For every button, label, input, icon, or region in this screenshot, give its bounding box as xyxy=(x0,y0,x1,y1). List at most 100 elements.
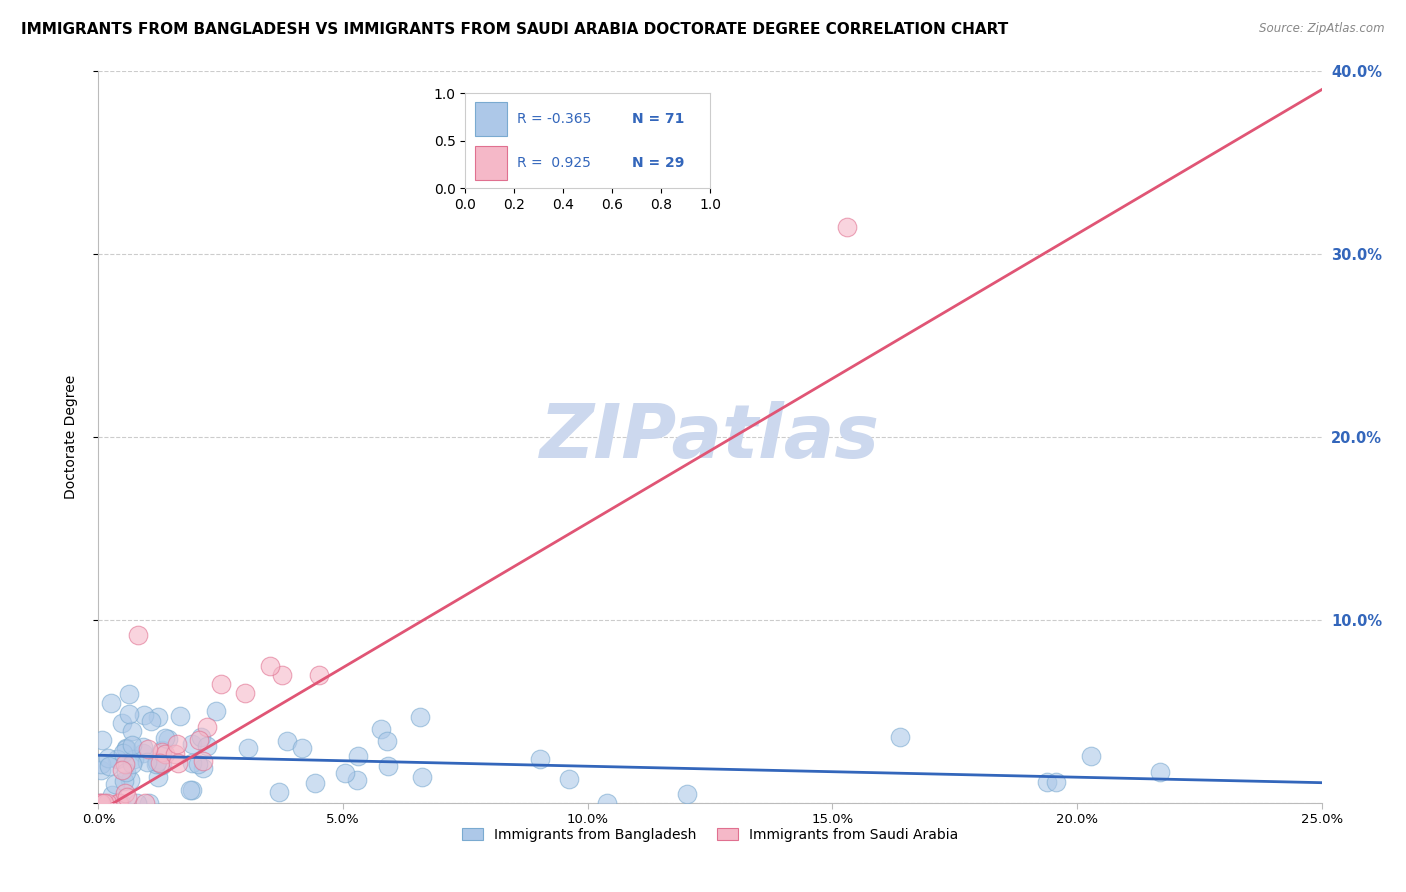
Point xyxy=(127,627,149,641)
Point xyxy=(93,796,115,810)
Point xyxy=(114,741,136,756)
Point xyxy=(135,755,157,769)
Point xyxy=(97,759,120,773)
Point xyxy=(152,745,174,759)
Point xyxy=(132,740,155,755)
Point xyxy=(125,796,148,810)
Point xyxy=(111,763,134,777)
Legend: Immigrants from Bangladesh, Immigrants from Saudi Arabia: Immigrants from Bangladesh, Immigrants f… xyxy=(457,822,963,847)
Point xyxy=(195,739,218,754)
Point xyxy=(153,731,176,746)
Point xyxy=(89,796,111,810)
Point xyxy=(195,720,218,734)
Point xyxy=(100,696,122,710)
Point xyxy=(90,732,112,747)
Point xyxy=(166,737,188,751)
Point xyxy=(157,731,180,746)
Point xyxy=(112,774,135,789)
Point xyxy=(233,686,256,700)
Point xyxy=(112,746,135,760)
Point xyxy=(149,756,172,771)
Point xyxy=(304,776,326,790)
Point xyxy=(146,756,169,770)
Point xyxy=(146,770,169,784)
Point xyxy=(132,708,155,723)
Point xyxy=(132,747,155,761)
Point xyxy=(529,752,551,766)
Point xyxy=(333,766,356,780)
Point xyxy=(138,796,160,810)
Y-axis label: Doctorate Degree: Doctorate Degree xyxy=(63,375,77,500)
Point xyxy=(152,758,174,772)
Point xyxy=(188,733,211,747)
Point xyxy=(100,788,122,802)
Point xyxy=(271,668,294,682)
Point xyxy=(141,714,163,728)
Point xyxy=(204,704,226,718)
Point xyxy=(193,761,215,775)
Point xyxy=(121,757,143,772)
Point xyxy=(114,786,136,800)
Point xyxy=(676,787,699,801)
Point xyxy=(107,796,129,810)
Point xyxy=(121,724,143,739)
Point xyxy=(118,687,141,701)
Point xyxy=(111,716,134,731)
Point xyxy=(90,796,112,810)
Point xyxy=(169,709,191,723)
Point xyxy=(308,667,330,681)
Point xyxy=(370,723,392,737)
Point xyxy=(558,772,581,787)
Point xyxy=(1149,764,1171,779)
Point xyxy=(136,742,159,756)
Point xyxy=(291,741,314,756)
Point xyxy=(90,763,112,777)
Point xyxy=(411,770,433,784)
Point xyxy=(121,738,143,752)
Point xyxy=(181,756,204,770)
Text: ZIPatlas: ZIPatlas xyxy=(540,401,880,474)
Point xyxy=(96,796,118,810)
Point xyxy=(259,658,281,673)
Point xyxy=(97,751,120,765)
Point xyxy=(105,752,128,766)
Point xyxy=(166,756,188,770)
Point xyxy=(124,752,146,766)
Text: Source: ZipAtlas.com: Source: ZipAtlas.com xyxy=(1260,22,1385,36)
Point xyxy=(346,772,368,787)
Point xyxy=(375,734,398,748)
Point xyxy=(1045,775,1067,789)
Point xyxy=(118,706,141,721)
Point xyxy=(596,796,619,810)
Point xyxy=(155,747,177,762)
Point xyxy=(377,759,399,773)
Point xyxy=(187,756,209,771)
Point xyxy=(236,741,259,756)
Point xyxy=(89,796,111,810)
Point xyxy=(145,757,167,772)
Point xyxy=(90,756,112,771)
Point xyxy=(835,219,858,234)
Point xyxy=(1080,748,1102,763)
Point xyxy=(190,731,212,745)
Point xyxy=(150,743,173,757)
Point xyxy=(115,790,138,805)
Point xyxy=(107,796,129,810)
Point xyxy=(181,783,204,797)
Point xyxy=(179,782,201,797)
Point xyxy=(114,765,136,780)
Point xyxy=(181,737,204,751)
Point xyxy=(409,710,432,724)
Point xyxy=(110,796,132,810)
Text: IMMIGRANTS FROM BANGLADESH VS IMMIGRANTS FROM SAUDI ARABIA DOCTORATE DEGREE CORR: IMMIGRANTS FROM BANGLADESH VS IMMIGRANTS… xyxy=(21,22,1008,37)
Point xyxy=(209,677,232,691)
Point xyxy=(276,734,298,748)
Point xyxy=(347,748,370,763)
Point xyxy=(163,747,186,761)
Point xyxy=(889,730,911,744)
Point xyxy=(148,710,170,724)
Point xyxy=(118,773,141,788)
Point xyxy=(104,777,127,791)
Point xyxy=(267,785,290,799)
Point xyxy=(134,796,156,810)
